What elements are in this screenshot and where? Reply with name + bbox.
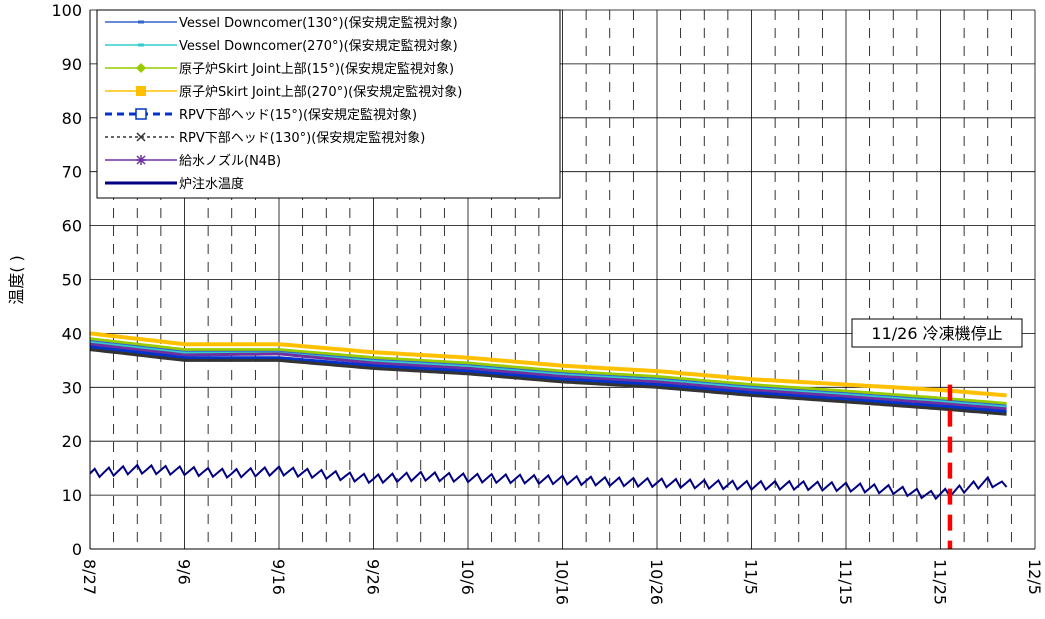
legend-label-2: Vessel Downcomer(270°)(保安規定監視対象) xyxy=(179,38,458,54)
legend-label-3: 原子炉Skirt Joint上部(15°)(保安規定監視対象) xyxy=(179,61,454,77)
legend-label-5: RPV下部ヘッド(15°)(保安規定監視対象) xyxy=(179,107,417,123)
legend-marker-x xyxy=(136,132,146,142)
annotation-area: 11/26 冷凍機停止 xyxy=(851,318,1023,549)
x-tick-label: 9/6 xyxy=(175,559,194,585)
x-tick-label: 9/26 xyxy=(364,559,383,595)
series-line-6 xyxy=(89,348,1007,416)
legend-marker-star xyxy=(136,155,146,165)
x-tick-label: 12/5 xyxy=(1025,559,1044,595)
y-tick-label: 20 xyxy=(62,432,82,451)
legend-label-6: RPV下部ヘッド(130°)(保安規定監視対象) xyxy=(179,130,425,146)
legend-label-1: Vessel Downcomer(130°)(保安規定監視対象) xyxy=(179,15,458,31)
series-line-3 xyxy=(89,337,1007,405)
y-tick-label: 90 xyxy=(62,55,82,74)
y-tick-label: 60 xyxy=(62,217,82,236)
series-line-7 xyxy=(89,342,1007,411)
legend-marker-square xyxy=(136,86,146,96)
y-tick-label: 0 xyxy=(72,540,82,559)
x-tick-label: 10/6 xyxy=(458,559,477,595)
y-tick-label: 40 xyxy=(62,324,82,343)
x-tick-label: 9/16 xyxy=(269,559,288,595)
annotation-box xyxy=(851,318,1023,348)
y-tick-label: 70 xyxy=(62,163,82,182)
legend: Vessel Downcomer(130°)(保安規定監視対象) Vessel D… xyxy=(96,9,561,199)
x-tick-label: 8/27 xyxy=(80,559,99,595)
x-tick-label: 11/15 xyxy=(836,559,855,605)
legend-marker-dash xyxy=(138,43,144,47)
x-tick-label: 10/16 xyxy=(553,559,572,605)
y-tick-label: 50 xyxy=(62,271,82,290)
series-area xyxy=(89,331,1008,501)
x-tick-label: 11/25 xyxy=(931,559,950,605)
legend-label-8: 炉注水温度 xyxy=(179,176,244,192)
legend-label-4: 原子炉Skirt Joint上部(270°)(保安規定監視対象) xyxy=(179,84,462,100)
legend-marker-diamond xyxy=(136,63,146,73)
axes: 0 10 20 30 40 50 60 70 80 90 100 8/27 9/6 9/16 9/26 10/… xyxy=(51,1,1044,605)
y-tick-label: 80 xyxy=(62,109,82,128)
x-tick-label: 11/5 xyxy=(742,559,761,595)
y-tick-label: 30 xyxy=(62,378,82,397)
series-line-5 xyxy=(89,345,1007,414)
y-tick-label: 10 xyxy=(62,486,82,505)
legend-marker-open-square xyxy=(135,108,147,120)
series-line-4 xyxy=(89,331,1007,398)
legend-marker-dash xyxy=(138,20,144,24)
annotation-label: 11/26 冷凍機停止 xyxy=(871,324,1002,343)
legend-label-7: 給水ノズル(N4B) xyxy=(179,153,281,169)
y-tick-label: 100 xyxy=(51,1,82,20)
series-line-8 xyxy=(89,463,1008,501)
y-axis-label: 温度( ) xyxy=(7,255,26,305)
x-tick-label: 10/26 xyxy=(647,559,666,605)
legend-box xyxy=(96,9,561,199)
